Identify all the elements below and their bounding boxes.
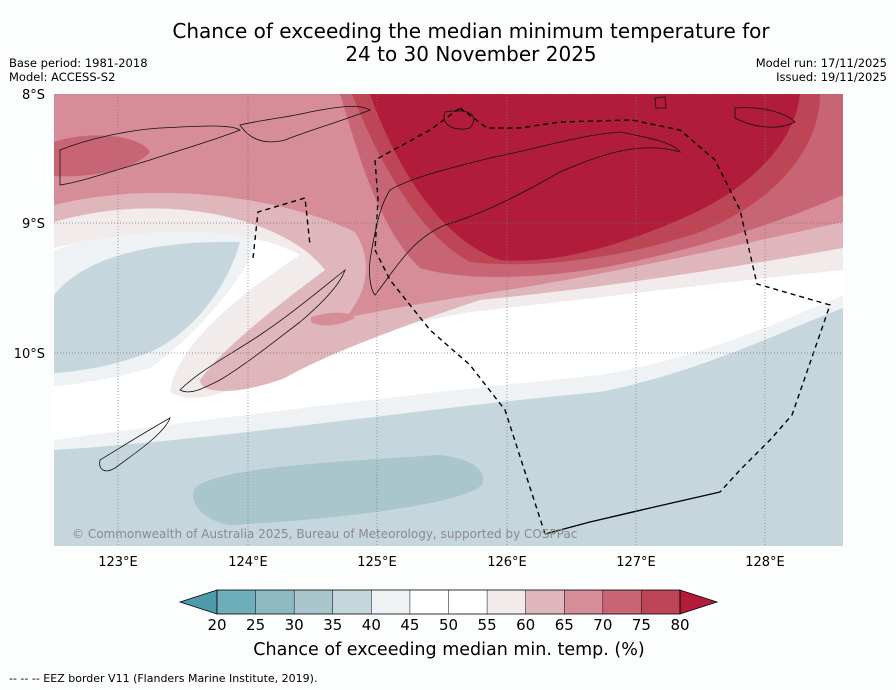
colorbar-bin xyxy=(332,590,372,614)
meta-right: Model run: 17/11/2025 Issued: 19/11/2025 xyxy=(756,56,887,84)
colorbar-tick-label: 75 xyxy=(632,616,651,634)
lat-label-8s: 8°S xyxy=(22,88,45,103)
coastlines xyxy=(59,96,796,472)
lon-label-127e: 127°E xyxy=(616,555,656,570)
north-small-island xyxy=(443,110,475,130)
contour-70-75-northwest xyxy=(54,135,150,177)
eez-dashed-east xyxy=(459,107,831,493)
contour-35-40-west xyxy=(54,241,240,373)
colorbar-tick-label: 65 xyxy=(555,616,574,634)
eez-solid-south xyxy=(544,491,721,535)
title-line-2: 24 to 30 November 2025 xyxy=(345,42,597,66)
colorbar-tick-label: 50 xyxy=(439,616,458,634)
colorbar-bin xyxy=(564,590,603,614)
map-title: Chance of exceeding the median minimum t… xyxy=(0,20,896,66)
model-run: Model run: 17/11/2025 xyxy=(755,56,887,70)
colorbar-arrow-high xyxy=(679,589,719,615)
northern-islands xyxy=(239,106,371,143)
contour-65-70-blob xyxy=(311,312,355,326)
colorbar-tick-label: 60 xyxy=(516,616,535,634)
colorbar-tick-label: 80 xyxy=(670,616,689,634)
eez-footnote: -- -- -- EEZ border V11 (Flanders Marine… xyxy=(9,672,318,685)
colorbar-arrow-low xyxy=(178,589,218,615)
colorbar-tick-label: 30 xyxy=(285,616,304,634)
map-area: © Commonwealth of Australia 2025, Bureau… xyxy=(54,94,843,546)
longitude-labels: 123°E 124°E 125°E 126°E 127°E 128°E xyxy=(98,555,785,570)
lon-label-125e: 125°E xyxy=(357,555,397,570)
copyright-notice: © Commonwealth of Australia 2025, Bureau… xyxy=(72,527,577,541)
colorbar-bin xyxy=(294,590,333,614)
contour-30-35-south xyxy=(193,455,484,525)
colorbar-tick-label: 25 xyxy=(246,616,265,634)
title-line-1: Chance of exceeding the median minimum t… xyxy=(172,19,770,43)
colorbar-tick-label: 70 xyxy=(593,616,612,634)
southwest-island xyxy=(99,417,171,472)
eez-dashed-small xyxy=(252,197,311,259)
colorbar-tick-label: 55 xyxy=(478,616,497,634)
colorbar-tick-label: 20 xyxy=(207,616,226,634)
base-period: Base period: 1981-2018 xyxy=(9,56,148,70)
colorbar: 20 25 30 35 40 45 50 55 60 65 70 75 80 xyxy=(178,589,719,634)
tiny-island xyxy=(654,96,667,109)
lon-label-123e: 123°E xyxy=(98,555,138,570)
lon-label-124e: 124°E xyxy=(228,555,268,570)
colorbar-tick-label: 45 xyxy=(400,616,419,634)
east-island xyxy=(734,107,796,128)
issued-date: Issued: 19/11/2025 xyxy=(776,70,887,84)
timor-coast xyxy=(369,131,682,296)
lon-label-126e: 126°E xyxy=(487,555,527,570)
colorbar-bin xyxy=(641,590,680,614)
colorbar-bin xyxy=(217,590,256,614)
colorbar-bin xyxy=(602,590,642,614)
gridlines xyxy=(54,94,843,546)
colorbar-bin xyxy=(525,590,565,614)
colorbar-tick-label: 40 xyxy=(362,616,381,634)
latitude-labels: 8°S 9°S 10°S xyxy=(14,88,45,362)
colorbar-bin xyxy=(255,590,295,614)
contour-80-plus xyxy=(370,94,800,261)
colorbar-bin xyxy=(371,590,410,614)
meta-left: Base period: 1981-2018 Model: ACCESS-S2 xyxy=(9,56,148,84)
lat-label-9s: 9°S xyxy=(22,217,45,232)
colorbar-bin xyxy=(448,590,488,614)
colorbar-bin xyxy=(487,590,526,614)
colorbar-tick-label: 35 xyxy=(323,616,342,634)
sumba-coast xyxy=(179,268,346,393)
colorbar-label: Chance of exceeding median min. temp. (%… xyxy=(253,640,645,660)
model-name: Model: ACCESS-S2 xyxy=(9,70,116,84)
flores-coast xyxy=(59,125,241,186)
lon-label-128e: 128°E xyxy=(745,555,785,570)
eez-border xyxy=(252,107,831,535)
colorbar-bin xyxy=(409,590,449,614)
lat-label-10s: 10°S xyxy=(14,347,45,362)
eez-dashed-west xyxy=(374,107,546,535)
